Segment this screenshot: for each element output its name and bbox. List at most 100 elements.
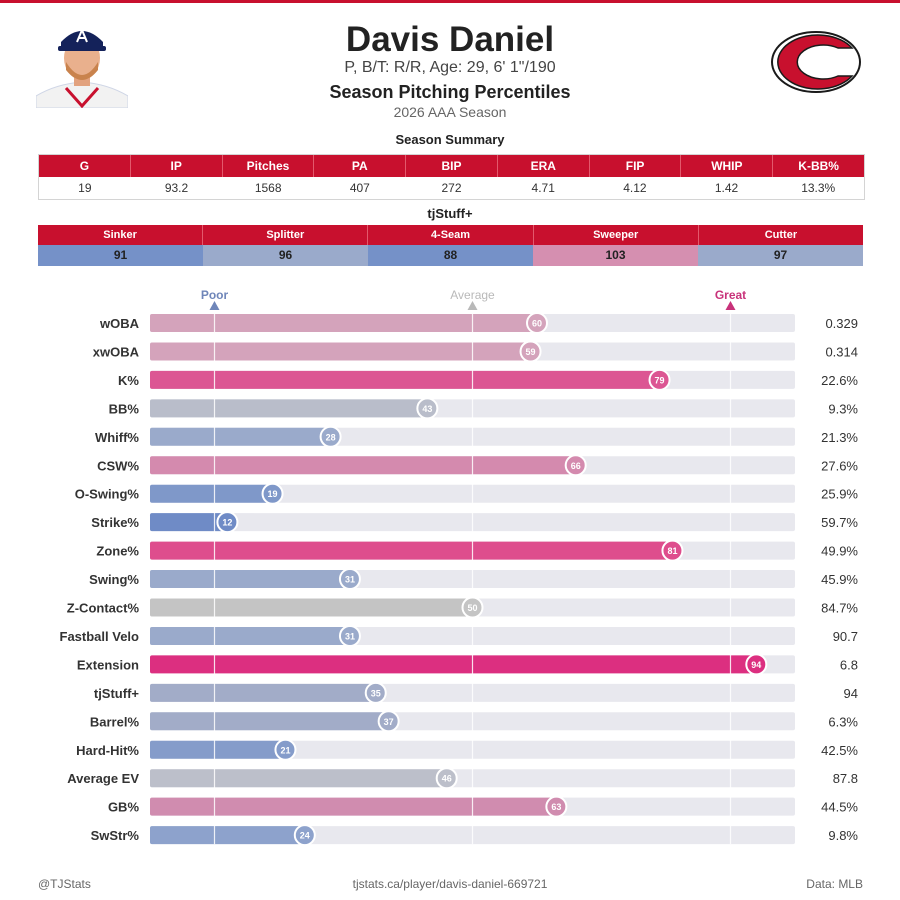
percentile-label: 81 [667,546,677,556]
metric-label: Extension [77,657,139,672]
percentile-bar [150,484,273,503]
percentile-label: 37 [384,717,394,727]
summary-cell: 4.12 [623,181,647,195]
percentile-circle [261,482,284,505]
metric-label: xwOBA [93,344,140,359]
tjstuff-table: Sinker Splitter 4-Seam Sweeper Cutter 91… [38,225,863,266]
percentile-circle [745,653,768,676]
metric-label: Strike% [91,515,139,530]
summary-cell: 407 [349,181,370,195]
tjstuff-cell: 96 [203,245,368,266]
percentile-label: 31 [345,575,355,585]
percentile-circle [216,511,239,534]
percentile-label: 24 [300,831,310,841]
metric-value: 42.5% [821,743,858,758]
summary-title: Season Summary [395,132,505,147]
metric-value: 45.9% [821,572,858,587]
percentile-label: 50 [467,603,477,613]
percentile-circle [274,738,297,761]
percentile-circle [526,312,548,334]
percentile-circle [293,824,316,847]
metric-label: O-Swing% [75,487,140,502]
percentile-bar [150,655,757,674]
metric-value: 59.7% [821,515,858,530]
summary-col-header: BIP [406,155,498,177]
metric-value: 87.8 [833,771,858,786]
percentile-bar [150,626,350,645]
percentile-label: 21 [280,745,290,755]
metric-value: 22.6% [821,373,858,388]
metric-label: SwStr% [91,828,140,843]
percentile-circle [519,340,542,363]
metric-value: 84.7% [821,601,858,616]
percentile-label: 60 [532,319,542,329]
summary-col-header: IP [131,155,223,177]
footer-source: Data: MLB [806,877,863,891]
tjstuff-cell: 97 [698,245,863,266]
pitch-type-header: Sinker [38,225,204,245]
summary-value-row: 19 93.2 1568 407 272 4.71 4.12 1.42 13.3… [39,177,864,199]
metric-label: Zone% [96,544,139,559]
summary-cell: 19 [78,181,92,195]
percentile-label: 63 [551,802,561,812]
percentile-label: 19 [268,489,278,499]
player-info: P, B/T: R/R, Age: 29, 6' 1"/190 [344,59,556,76]
percentile-bar [150,570,350,589]
metric-value: 27.6% [821,458,858,473]
percentile-bar [150,314,537,332]
summary-cell: 1568 [254,181,282,195]
percentile-circle [338,568,361,591]
summary-cell: 13.3% [801,181,836,195]
summary-col-header: Pitches [223,155,315,177]
metric-label: K% [118,373,139,388]
percentile-bar [150,769,447,788]
summary-cell: 272 [441,181,462,195]
summary-header-row: G IP Pitches PA BIP ERA FIP WHIP K-BB% [39,155,864,177]
metric-value: 94 [844,686,858,701]
metric-value: 0.314 [825,344,858,359]
metric-value: 25.9% [821,487,858,502]
metric-label: tjStuff+ [94,686,140,701]
metric-value: 90.7 [833,629,858,644]
percentile-bar [150,399,428,418]
metric-value: 44.5% [821,800,858,815]
tjstuff-cell: 103 [533,245,698,266]
tjstuff-header-row: Sinker Splitter 4-Seam Sweeper Cutter [38,225,863,245]
percentile-bar [150,342,531,361]
percentile-chart: Poor Average Great wOBA 0.329 xwOBA 0.314 K% 22.… [60,288,858,847]
percentile-bar [150,513,228,532]
percentile-bar [150,797,557,816]
percentile-bar [150,456,576,475]
percentile-circle [461,596,484,619]
metric-value: 6.3% [828,714,858,729]
metric-label: GB% [108,800,140,815]
season-label: 2026 AAA Season [393,104,507,120]
percentile-label: 35 [371,688,381,698]
metric-label: Z-Contact% [67,601,140,616]
player-name: Davis Daniel [345,20,555,59]
percentile-bar [150,427,331,446]
percentile-bar [150,740,286,759]
summary-col-header: PA [314,155,407,177]
summary-col-header: K-BB% [798,159,839,173]
scale-label: Poor [201,288,229,302]
player-headshot [36,18,128,108]
summary-col-header: G [39,155,131,177]
metric-label: Fastball Velo [60,629,140,644]
footer-url: tjstats.ca/player/davis-daniel-669721 [352,877,548,891]
metric-value: 49.9% [821,544,858,559]
metric-label: Hard-Hit% [76,743,139,758]
summary-cell: 93.2 [164,181,189,195]
tjstuff-value-row: 91 96 88 103 97 [38,245,863,266]
pitch-type-header: Sweeper [534,225,699,245]
percentile-label: 94 [751,660,761,670]
percentile-bar [150,683,376,702]
percentile-circle [377,710,400,733]
metric-label: Average EV [67,771,139,786]
percentile-bar [150,541,673,560]
scale-marker-icon [209,301,220,310]
metric-label: CSW% [97,458,139,473]
percentile-label: 59 [526,347,536,357]
percentile-circle [364,681,387,704]
metric-label: Whiff% [95,430,139,445]
